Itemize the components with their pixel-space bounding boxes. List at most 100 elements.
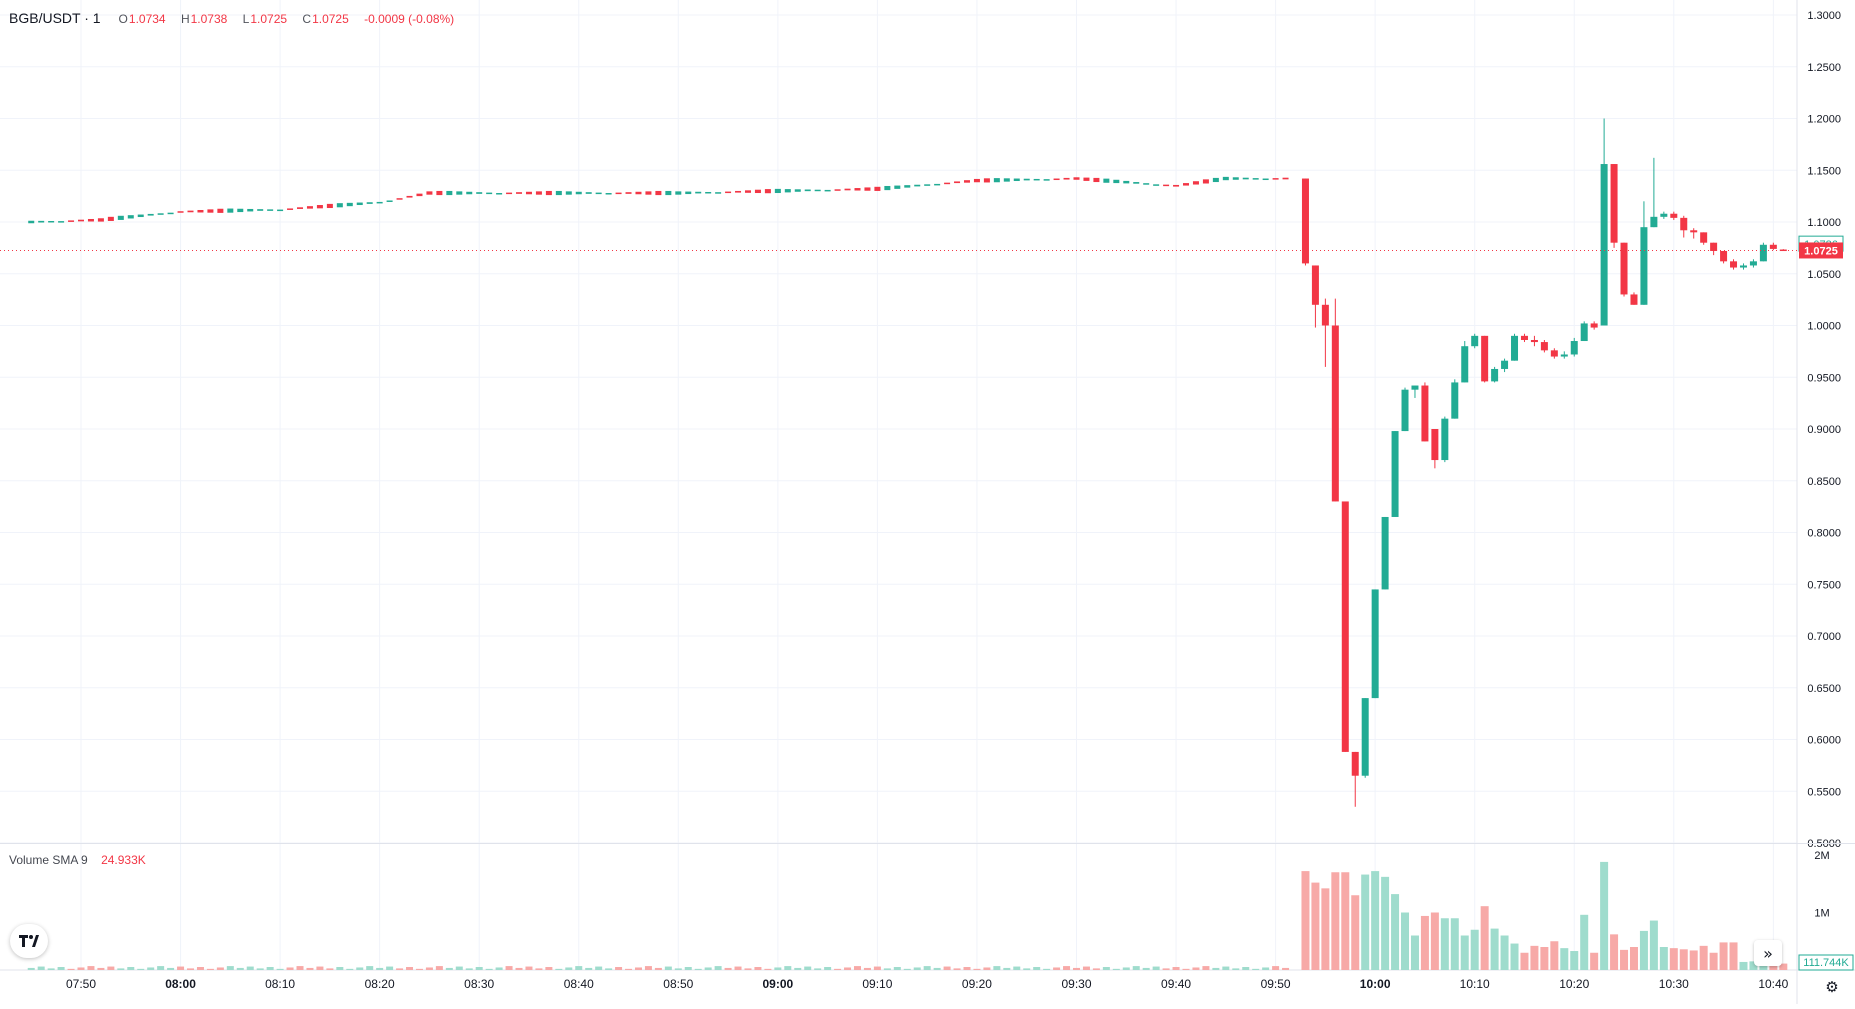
- candle-pre: [336, 203, 343, 208]
- volume-bar-pre: [644, 966, 652, 970]
- candle-pre: [227, 208, 234, 213]
- time-axis-tick: 08:10: [265, 977, 295, 991]
- candle-pre: [834, 189, 841, 191]
- candle-body: [1560, 354, 1568, 357]
- time-axis-tick: 10:30: [1659, 977, 1689, 991]
- price-axis-tick: 1.1000: [1807, 217, 1841, 229]
- candle-pre: [87, 218, 94, 222]
- volume-bar-pre: [575, 966, 583, 970]
- volume-bar-pre: [1222, 966, 1230, 970]
- scroll-to-realtime-button[interactable]: »: [1754, 940, 1782, 966]
- time-axis-tick: 08:00: [165, 977, 196, 991]
- volume-bar-pre: [1232, 968, 1240, 970]
- volume-bar-pre: [1252, 968, 1260, 970]
- candle-pre: [774, 188, 781, 194]
- candle-pre: [68, 220, 75, 222]
- volume-bar-pre: [296, 966, 304, 970]
- volume-bar-pre: [1212, 967, 1220, 970]
- candle-body: [1700, 232, 1708, 243]
- volume-bar-pre: [236, 967, 244, 970]
- candle-pre: [1063, 177, 1070, 180]
- time-axis-tick: 09:10: [862, 977, 892, 991]
- symbol-title[interactable]: BGB/USDT · 1: [9, 10, 101, 26]
- volume-bar: [1580, 914, 1589, 970]
- candle-body: [1590, 323, 1598, 328]
- volume-bar: [1639, 930, 1648, 970]
- volume-bar-pre: [933, 967, 941, 970]
- volume-bar-pre: [1082, 966, 1090, 970]
- candle-pre: [754, 189, 761, 194]
- time-axis-tick: 10:20: [1559, 977, 1589, 991]
- candle-body: [1660, 213, 1668, 217]
- volume-bar: [1440, 918, 1449, 970]
- volume-bar-pre: [316, 966, 324, 970]
- candle-pre: [396, 198, 403, 200]
- candle-pre: [436, 190, 443, 196]
- volume-bar: [1351, 895, 1360, 970]
- volume-bar-pre: [356, 967, 364, 970]
- candle-pre: [934, 183, 941, 186]
- candle-pre: [316, 205, 323, 209]
- candle-body: [1690, 230, 1698, 233]
- candle-body: [1610, 164, 1618, 243]
- price-axis-tick: 0.6500: [1807, 683, 1841, 695]
- volume-bar-pre: [824, 967, 832, 970]
- volume-bar-pre: [406, 967, 414, 970]
- candle-body: [1331, 325, 1339, 502]
- candle-pre: [78, 219, 84, 222]
- time-axis-tick: 08:50: [663, 977, 693, 991]
- candle-pre: [1033, 178, 1040, 181]
- volume-bar-pre: [585, 967, 593, 970]
- settings-button[interactable]: ⚙: [1820, 975, 1844, 999]
- candle-body: [1451, 382, 1459, 419]
- candle-pre: [127, 215, 134, 219]
- volume-bar-pre: [814, 968, 822, 970]
- candle-pre: [645, 191, 652, 195]
- volume-bar-pre: [863, 967, 871, 970]
- volume-bar-pre: [555, 968, 563, 970]
- candle-pre: [1013, 178, 1020, 182]
- tradingview-logo-icon[interactable]: [10, 924, 48, 958]
- volume-legend[interactable]: Volume SMA 9 24.933K: [9, 853, 146, 867]
- candle-pre: [117, 215, 124, 220]
- time-axis-tick: 09:20: [962, 977, 992, 991]
- candle-pre: [386, 200, 393, 202]
- candle-pre: [764, 189, 771, 194]
- candle-body: [1511, 335, 1519, 361]
- volume-bar-pre: [903, 968, 911, 970]
- candle-body: [1779, 249, 1787, 252]
- candle-pre: [635, 191, 642, 195]
- volume-bar-pre: [256, 968, 264, 970]
- volume-bar-pre: [77, 967, 85, 970]
- volume-bar-pre: [1282, 967, 1290, 970]
- candle-pre: [167, 212, 174, 215]
- price-axis-tick: 1.0500: [1807, 269, 1841, 281]
- volume-bar: [1410, 935, 1419, 970]
- candle-pre: [814, 189, 821, 192]
- volume-bar-pre: [97, 967, 105, 970]
- candle-pre: [48, 220, 55, 223]
- candle-body: [1650, 216, 1658, 228]
- price-axis-tick: 0.8000: [1807, 528, 1841, 540]
- candle-pre: [794, 189, 801, 192]
- volume-bar-pre: [1003, 967, 1011, 970]
- volume-bar-pre: [654, 967, 662, 970]
- volume-bar-pre: [535, 968, 543, 970]
- volume-bar-pre: [873, 966, 881, 970]
- volume-bar-pre: [306, 967, 314, 970]
- time-axis-tick: 09:00: [762, 977, 793, 991]
- volume-bar: [1401, 912, 1410, 970]
- volume-bar-pre: [157, 966, 165, 970]
- volume-bar-pre: [485, 968, 493, 970]
- candle-pre: [426, 191, 433, 195]
- candle-pre: [1143, 183, 1150, 185]
- high-value: 1.0738: [190, 12, 228, 26]
- volume-bar-pre: [455, 966, 463, 970]
- candle-pre: [466, 191, 473, 195]
- time-axis-tick: 10:40: [1758, 977, 1788, 991]
- candle-pre: [197, 209, 204, 213]
- candle-pre: [675, 191, 682, 195]
- volume-bar-pre: [326, 968, 334, 970]
- candle-pre: [1232, 177, 1239, 180]
